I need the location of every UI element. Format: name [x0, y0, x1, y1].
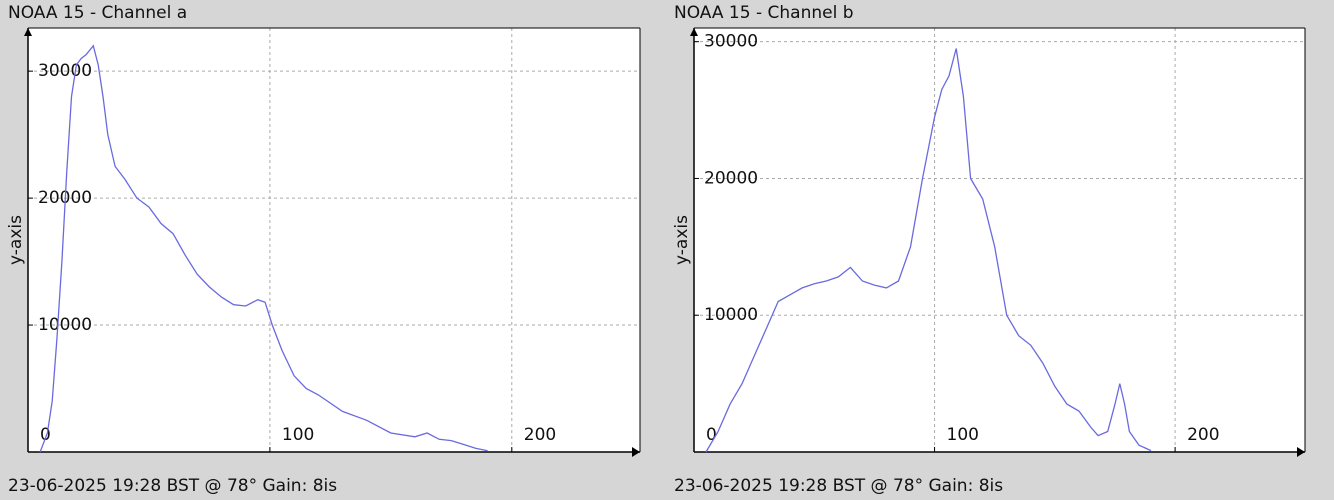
data-line [39, 44, 488, 453]
y-tick-label: 10000 [38, 315, 92, 335]
y-arrow [24, 28, 32, 36]
caption: 23-06-2025 19:28 BST @ 78° Gain: 8is [674, 476, 1003, 496]
y-tick-label: 30000 [38, 61, 92, 81]
plot-area [694, 28, 1305, 452]
x-arrow [1297, 447, 1305, 457]
y-tick-label: 30000 [704, 32, 758, 52]
y-tick-label: 10000 [704, 305, 758, 325]
y-axis-label: y-axis [6, 215, 26, 265]
data-line [705, 48, 1152, 453]
x-tick-label: 100 [947, 425, 979, 445]
x-tick-label: 200 [524, 425, 556, 445]
y-axis-label: y-axis [672, 215, 692, 265]
x-tick-label: 200 [1187, 425, 1219, 445]
x-arrow [632, 447, 640, 457]
x-tick-label: 0 [706, 425, 717, 445]
y-arrow [690, 28, 698, 36]
x-tick-label: 100 [282, 425, 314, 445]
chart-title: NOAA 15 - Channel a [8, 3, 187, 23]
chart-title: NOAA 15 - Channel b [674, 3, 854, 23]
plot-area [28, 28, 640, 452]
caption: 23-06-2025 19:28 BST @ 78° Gain: 8is [8, 476, 337, 496]
x-tick-label: 0 [40, 425, 51, 445]
y-tick-label: 20000 [704, 168, 758, 188]
